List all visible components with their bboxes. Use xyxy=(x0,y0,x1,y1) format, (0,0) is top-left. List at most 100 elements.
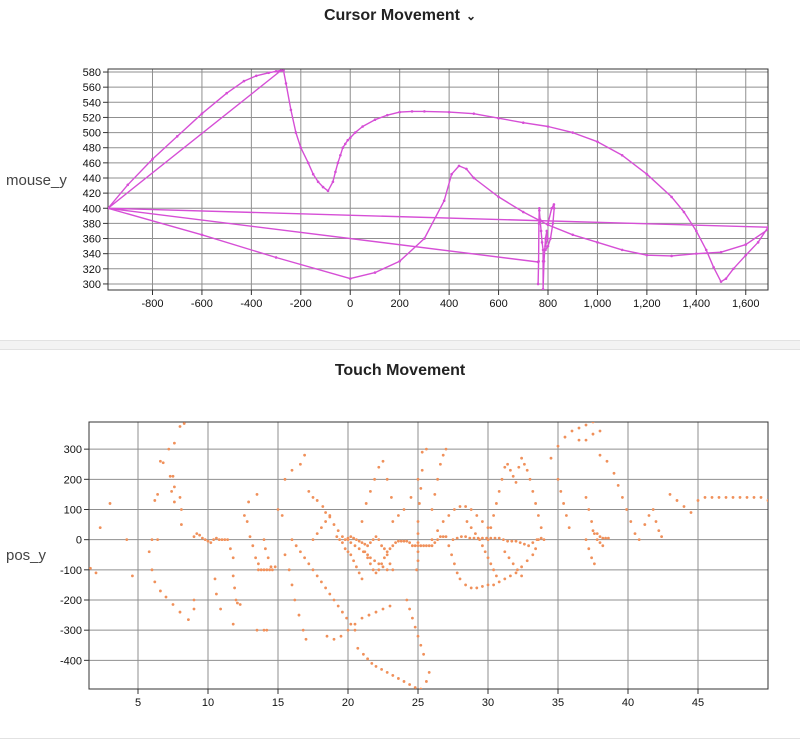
data-point xyxy=(643,523,647,526)
data-point xyxy=(349,622,353,626)
data-point xyxy=(481,520,484,523)
data-point xyxy=(410,110,414,113)
data-point xyxy=(550,206,554,210)
data-point xyxy=(371,568,375,572)
data-point xyxy=(625,508,628,511)
data-point xyxy=(299,146,303,150)
data-point xyxy=(696,499,700,502)
data-layer xyxy=(108,69,768,290)
chevron-down-icon[interactable]: ⌄ xyxy=(465,8,477,23)
data-point xyxy=(178,425,182,428)
data-point xyxy=(219,607,223,611)
data-point xyxy=(369,562,372,566)
data-point xyxy=(369,556,372,560)
data-point xyxy=(150,538,154,542)
data-point xyxy=(180,523,183,526)
data-point xyxy=(345,616,348,620)
data-point xyxy=(366,556,369,560)
data-point xyxy=(556,444,560,448)
data-point xyxy=(264,547,267,551)
data-point xyxy=(192,535,196,539)
data-point xyxy=(651,508,655,511)
data-point xyxy=(363,550,367,554)
x-tick-label: 1,000 xyxy=(584,298,612,310)
panel-bottom-border xyxy=(0,738,800,739)
data-point xyxy=(276,508,280,511)
data-point xyxy=(605,459,609,463)
data-point xyxy=(541,287,545,290)
y-tick-label: 100 xyxy=(64,504,82,516)
data-point xyxy=(303,556,306,560)
data-point xyxy=(402,508,406,511)
data-point xyxy=(353,622,357,626)
data-point xyxy=(257,562,260,566)
data-point xyxy=(371,538,375,542)
data-point xyxy=(262,568,266,572)
x-tick-label: 1,600 xyxy=(732,298,760,310)
data-point xyxy=(497,116,500,120)
data-point xyxy=(380,562,383,566)
data-point xyxy=(269,565,273,569)
data-point xyxy=(420,468,424,472)
data-point xyxy=(744,243,748,246)
data-point xyxy=(339,634,343,638)
data-point xyxy=(301,628,305,632)
data-point xyxy=(425,544,428,548)
data-point xyxy=(349,541,353,545)
data-point xyxy=(311,172,315,176)
data-point xyxy=(243,514,246,517)
data-point xyxy=(745,496,749,499)
data-point xyxy=(419,687,423,689)
data-point xyxy=(521,210,525,214)
data-point xyxy=(282,69,285,72)
data-point xyxy=(215,536,218,540)
y-axis-label: mouse_y xyxy=(6,172,67,189)
data-point xyxy=(363,542,367,546)
data-point xyxy=(545,229,549,233)
data-point xyxy=(549,237,552,240)
data-point xyxy=(766,228,768,231)
data-point xyxy=(200,112,204,115)
data-point xyxy=(369,489,372,493)
data-point xyxy=(660,535,663,539)
data-point xyxy=(616,483,620,487)
data-point xyxy=(290,538,294,542)
data-point xyxy=(380,544,383,548)
x-tick-label: 35 xyxy=(552,697,564,709)
data-point xyxy=(394,541,397,545)
data-point xyxy=(766,225,768,229)
x-tick-label: 10 xyxy=(202,697,214,709)
data-point xyxy=(719,280,723,283)
data-point xyxy=(311,568,315,572)
data-point xyxy=(360,520,364,523)
data-point xyxy=(712,265,715,269)
data-point xyxy=(546,244,550,248)
data-point xyxy=(353,131,357,134)
data-point xyxy=(315,532,319,536)
data-point xyxy=(352,536,355,540)
data-point xyxy=(458,505,462,508)
y-tick-label: 340 xyxy=(83,249,101,261)
data-point xyxy=(280,514,284,517)
data-point xyxy=(601,536,605,540)
data-point xyxy=(377,538,381,542)
data-point xyxy=(571,131,575,134)
data-point xyxy=(175,135,179,138)
data-point xyxy=(413,544,417,548)
data-point xyxy=(335,535,339,539)
data-point xyxy=(307,562,311,566)
data-point xyxy=(381,459,385,463)
data-point xyxy=(460,535,463,539)
data-point xyxy=(290,583,294,587)
data-point xyxy=(430,544,434,548)
data-point xyxy=(229,547,232,551)
data-point xyxy=(203,538,207,542)
data-point xyxy=(201,536,204,540)
data-point xyxy=(360,541,364,545)
data-point xyxy=(670,195,673,199)
y-tick-label: -300 xyxy=(60,625,82,637)
data-point xyxy=(514,571,518,575)
data-point xyxy=(465,167,468,171)
data-point xyxy=(682,505,686,508)
data-point xyxy=(332,598,336,602)
